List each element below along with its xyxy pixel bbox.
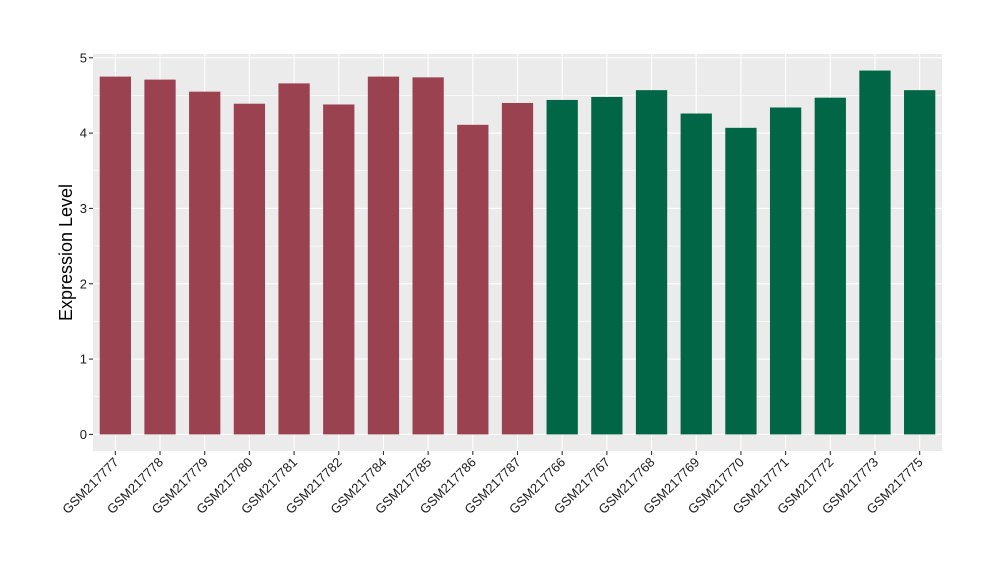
bar	[546, 99, 578, 435]
bar	[680, 113, 712, 435]
y-tick-label: 3	[80, 201, 87, 216]
y-axis-label: Expression Level	[56, 184, 76, 321]
bar	[814, 97, 846, 435]
bar	[457, 124, 489, 435]
y-tick-label: 2	[80, 276, 87, 291]
bar	[367, 76, 400, 435]
y-tick-label: 5	[80, 50, 87, 65]
bar	[323, 104, 355, 435]
y-tick-label: 1	[80, 352, 87, 367]
bar	[635, 90, 668, 435]
bar	[233, 103, 266, 435]
bar	[278, 83, 310, 435]
bar	[412, 77, 444, 435]
y-tick-label: 0	[80, 427, 87, 442]
bar	[725, 127, 757, 435]
bar	[859, 70, 891, 435]
bars-group	[99, 70, 936, 435]
bar	[769, 107, 802, 435]
bar	[591, 96, 623, 435]
y-tick-label: 4	[80, 126, 87, 141]
x-axis: GSM217777GSM217778GSM217779GSM217780GSM2…	[59, 451, 926, 517]
bar	[501, 102, 534, 435]
bar	[144, 79, 176, 435]
bar	[904, 90, 936, 435]
bar	[99, 76, 131, 435]
bar	[189, 91, 221, 435]
y-axis: 0 1 2 3 4 5	[80, 50, 93, 442]
